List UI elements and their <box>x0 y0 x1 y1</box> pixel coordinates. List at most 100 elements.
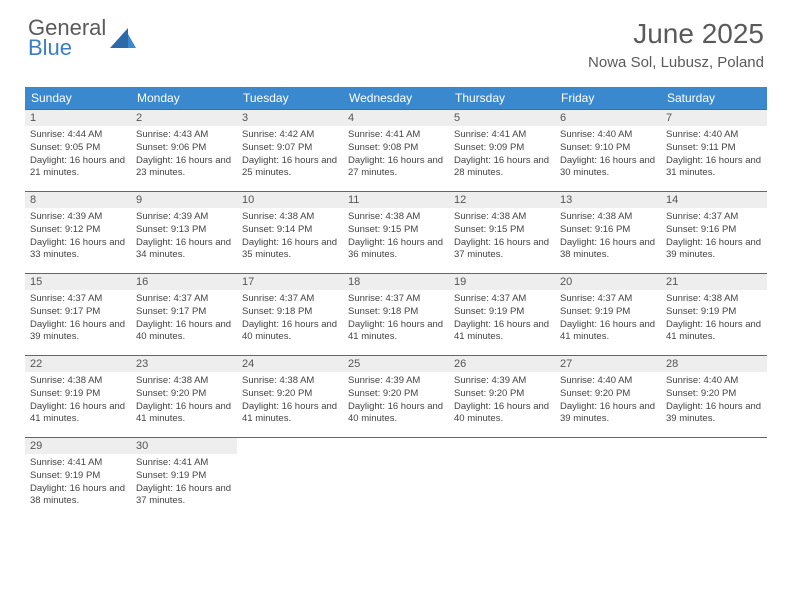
empty-cell <box>237 438 343 520</box>
logo-triangle-icon <box>110 28 136 48</box>
weekday-header: Saturday <box>661 87 767 110</box>
day-details: Sunrise: 4:43 AMSunset: 9:06 PMDaylight:… <box>131 126 237 184</box>
day-details: Sunrise: 4:39 AMSunset: 9:12 PMDaylight:… <box>25 208 131 266</box>
day-cell: 13Sunrise: 4:38 AMSunset: 9:16 PMDayligh… <box>555 192 661 274</box>
day-cell: 24Sunrise: 4:38 AMSunset: 9:20 PMDayligh… <box>237 356 343 438</box>
day-details: Sunrise: 4:38 AMSunset: 9:15 PMDaylight:… <box>449 208 555 266</box>
day-cell: 21Sunrise: 4:38 AMSunset: 9:19 PMDayligh… <box>661 274 767 356</box>
weekday-header: Wednesday <box>343 87 449 110</box>
day-number: 15 <box>25 274 131 290</box>
day-details: Sunrise: 4:38 AMSunset: 9:20 PMDaylight:… <box>131 372 237 430</box>
day-details: Sunrise: 4:39 AMSunset: 9:20 PMDaylight:… <box>343 372 449 430</box>
day-cell: 16Sunrise: 4:37 AMSunset: 9:17 PMDayligh… <box>131 274 237 356</box>
day-cell: 1Sunrise: 4:44 AMSunset: 9:05 PMDaylight… <box>25 110 131 192</box>
day-number: 29 <box>25 438 131 454</box>
day-number: 20 <box>555 274 661 290</box>
calendar-header-row: SundayMondayTuesdayWednesdayThursdayFrid… <box>25 87 767 110</box>
day-number: 22 <box>25 356 131 372</box>
month-title: June 2025 <box>588 18 764 50</box>
day-details: Sunrise: 4:38 AMSunset: 9:19 PMDaylight:… <box>661 290 767 348</box>
day-cell: 19Sunrise: 4:37 AMSunset: 9:19 PMDayligh… <box>449 274 555 356</box>
day-details: Sunrise: 4:40 AMSunset: 9:20 PMDaylight:… <box>661 372 767 430</box>
day-number: 5 <box>449 110 555 126</box>
day-details: Sunrise: 4:38 AMSunset: 9:20 PMDaylight:… <box>237 372 343 430</box>
day-cell: 15Sunrise: 4:37 AMSunset: 9:17 PMDayligh… <box>25 274 131 356</box>
day-number: 23 <box>131 356 237 372</box>
day-number: 4 <box>343 110 449 126</box>
logo: General Blue <box>28 18 136 58</box>
day-details: Sunrise: 4:38 AMSunset: 9:16 PMDaylight:… <box>555 208 661 266</box>
day-details: Sunrise: 4:38 AMSunset: 9:15 PMDaylight:… <box>343 208 449 266</box>
day-cell: 30Sunrise: 4:41 AMSunset: 9:19 PMDayligh… <box>131 438 237 520</box>
day-number: 7 <box>661 110 767 126</box>
day-details: Sunrise: 4:37 AMSunset: 9:17 PMDaylight:… <box>131 290 237 348</box>
day-details: Sunrise: 4:37 AMSunset: 9:19 PMDaylight:… <box>555 290 661 348</box>
day-number: 8 <box>25 192 131 208</box>
day-cell: 10Sunrise: 4:38 AMSunset: 9:14 PMDayligh… <box>237 192 343 274</box>
day-details: Sunrise: 4:41 AMSunset: 9:09 PMDaylight:… <box>449 126 555 184</box>
weekday-header: Tuesday <box>237 87 343 110</box>
day-details: Sunrise: 4:41 AMSunset: 9:08 PMDaylight:… <box>343 126 449 184</box>
day-number: 16 <box>131 274 237 290</box>
day-number: 30 <box>131 438 237 454</box>
day-number: 9 <box>131 192 237 208</box>
day-details: Sunrise: 4:41 AMSunset: 9:19 PMDaylight:… <box>131 454 237 512</box>
title-block: June 2025 Nowa Sol, Lubusz, Poland <box>588 18 764 71</box>
day-number: 24 <box>237 356 343 372</box>
day-number: 27 <box>555 356 661 372</box>
empty-cell <box>449 438 555 520</box>
day-cell: 6Sunrise: 4:40 AMSunset: 9:10 PMDaylight… <box>555 110 661 192</box>
day-number: 13 <box>555 192 661 208</box>
day-details: Sunrise: 4:39 AMSunset: 9:20 PMDaylight:… <box>449 372 555 430</box>
day-cell: 2Sunrise: 4:43 AMSunset: 9:06 PMDaylight… <box>131 110 237 192</box>
day-number: 14 <box>661 192 767 208</box>
calendar-row: 1Sunrise: 4:44 AMSunset: 9:05 PMDaylight… <box>25 110 767 192</box>
day-cell: 8Sunrise: 4:39 AMSunset: 9:12 PMDaylight… <box>25 192 131 274</box>
day-number: 21 <box>661 274 767 290</box>
day-cell: 7Sunrise: 4:40 AMSunset: 9:11 PMDaylight… <box>661 110 767 192</box>
day-cell: 5Sunrise: 4:41 AMSunset: 9:09 PMDaylight… <box>449 110 555 192</box>
empty-cell <box>343 438 449 520</box>
day-number: 11 <box>343 192 449 208</box>
weekday-header: Friday <box>555 87 661 110</box>
calendar-row: 29Sunrise: 4:41 AMSunset: 9:19 PMDayligh… <box>25 438 767 520</box>
day-details: Sunrise: 4:42 AMSunset: 9:07 PMDaylight:… <box>237 126 343 184</box>
day-details: Sunrise: 4:39 AMSunset: 9:13 PMDaylight:… <box>131 208 237 266</box>
day-number: 6 <box>555 110 661 126</box>
day-cell: 4Sunrise: 4:41 AMSunset: 9:08 PMDaylight… <box>343 110 449 192</box>
page-header: General Blue June 2025 Nowa Sol, Lubusz,… <box>0 0 792 79</box>
day-cell: 28Sunrise: 4:40 AMSunset: 9:20 PMDayligh… <box>661 356 767 438</box>
day-number: 12 <box>449 192 555 208</box>
day-number: 28 <box>661 356 767 372</box>
day-number: 19 <box>449 274 555 290</box>
day-cell: 22Sunrise: 4:38 AMSunset: 9:19 PMDayligh… <box>25 356 131 438</box>
calendar-row: 15Sunrise: 4:37 AMSunset: 9:17 PMDayligh… <box>25 274 767 356</box>
day-cell: 18Sunrise: 4:37 AMSunset: 9:18 PMDayligh… <box>343 274 449 356</box>
day-details: Sunrise: 4:40 AMSunset: 9:11 PMDaylight:… <box>661 126 767 184</box>
day-details: Sunrise: 4:37 AMSunset: 9:17 PMDaylight:… <box>25 290 131 348</box>
logo-line2: Blue <box>28 38 106 58</box>
calendar-row: 8Sunrise: 4:39 AMSunset: 9:12 PMDaylight… <box>25 192 767 274</box>
weekday-header: Sunday <box>25 87 131 110</box>
day-cell: 29Sunrise: 4:41 AMSunset: 9:19 PMDayligh… <box>25 438 131 520</box>
day-details: Sunrise: 4:40 AMSunset: 9:10 PMDaylight:… <box>555 126 661 184</box>
day-number: 26 <box>449 356 555 372</box>
weekday-header: Monday <box>131 87 237 110</box>
day-details: Sunrise: 4:37 AMSunset: 9:18 PMDaylight:… <box>237 290 343 348</box>
day-number: 2 <box>131 110 237 126</box>
empty-cell <box>555 438 661 520</box>
empty-cell <box>661 438 767 520</box>
calendar-table: SundayMondayTuesdayWednesdayThursdayFrid… <box>25 87 767 520</box>
calendar-body: 1Sunrise: 4:44 AMSunset: 9:05 PMDaylight… <box>25 110 767 520</box>
logo-text-block: General Blue <box>28 18 106 58</box>
day-number: 18 <box>343 274 449 290</box>
day-cell: 11Sunrise: 4:38 AMSunset: 9:15 PMDayligh… <box>343 192 449 274</box>
day-cell: 9Sunrise: 4:39 AMSunset: 9:13 PMDaylight… <box>131 192 237 274</box>
day-cell: 27Sunrise: 4:40 AMSunset: 9:20 PMDayligh… <box>555 356 661 438</box>
day-cell: 3Sunrise: 4:42 AMSunset: 9:07 PMDaylight… <box>237 110 343 192</box>
day-details: Sunrise: 4:40 AMSunset: 9:20 PMDaylight:… <box>555 372 661 430</box>
day-number: 10 <box>237 192 343 208</box>
calendar-row: 22Sunrise: 4:38 AMSunset: 9:19 PMDayligh… <box>25 356 767 438</box>
day-details: Sunrise: 4:38 AMSunset: 9:14 PMDaylight:… <box>237 208 343 266</box>
day-details: Sunrise: 4:44 AMSunset: 9:05 PMDaylight:… <box>25 126 131 184</box>
